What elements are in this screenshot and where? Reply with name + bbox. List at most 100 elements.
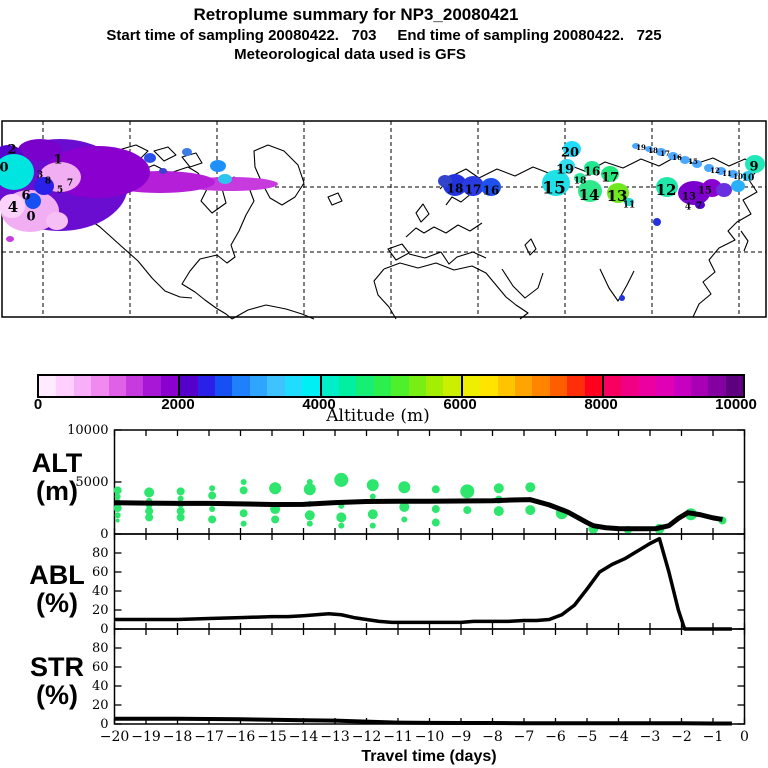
plume-blob <box>607 183 629 203</box>
panel-frame <box>113 533 746 630</box>
plume-blob <box>601 166 619 182</box>
plume-day-label: 4 <box>8 198 18 216</box>
coastline <box>181 152 203 168</box>
plume-blob <box>656 148 666 156</box>
plume-altitude-bubble <box>209 485 216 492</box>
plume-altitude-bubble <box>239 486 248 495</box>
plume-day-label: 17 <box>660 149 670 158</box>
plume-blob <box>6 236 14 242</box>
colorbar-cell <box>160 376 179 396</box>
y-tick-label: 20 <box>92 603 109 618</box>
plume-day-label: 15 <box>688 157 698 166</box>
plume-day-label: 13 <box>682 192 696 203</box>
plume-day-label: 8 <box>45 177 51 187</box>
plume-altitude-bubble <box>460 484 475 499</box>
colorbar-tick-label: 0 <box>34 396 42 413</box>
coastline <box>405 222 483 238</box>
plume-altitude-bubble <box>367 509 378 520</box>
plume-altitude-bubble <box>145 513 154 522</box>
x-tick-label: −11 <box>383 729 413 745</box>
colorbar-cell <box>391 376 409 396</box>
plume-altitude-bubble <box>115 518 120 523</box>
plume-blob <box>704 164 714 172</box>
x-tick-label: −18 <box>163 729 193 745</box>
x-tick-label: −1 <box>703 729 724 745</box>
plume-altitude-bubble <box>145 507 154 516</box>
plume-blob <box>25 193 41 209</box>
colorbar-cell <box>691 376 709 396</box>
colorbar-cell <box>480 376 498 396</box>
colorbar-cell <box>284 376 303 396</box>
plume-blob <box>645 146 653 152</box>
plume-blob <box>728 170 738 178</box>
colorbar-cell <box>356 376 374 396</box>
plume-altitude-bubble <box>431 518 440 527</box>
plume-day-label: 10 <box>733 172 743 181</box>
plume-day-label: 19 <box>636 143 646 152</box>
plume-blob <box>668 152 678 160</box>
colorbar-cell <box>514 376 533 396</box>
plume-altitude-bubble <box>369 493 376 500</box>
panel-str: 0 20 40 60 80 <box>92 628 746 732</box>
coastline <box>408 251 487 265</box>
colorbar-cell <box>56 376 74 396</box>
colorbar-cell <box>302 376 320 396</box>
plume-altitude-bubble <box>431 485 440 494</box>
altitude-colorbar <box>37 374 745 398</box>
y-tick-label: 0 <box>100 717 108 732</box>
colorbar-cell <box>621 376 639 396</box>
plume-day-label: 18 <box>447 182 464 196</box>
plume-altitude-bubble <box>208 515 217 524</box>
alt-mean-line <box>114 497 723 532</box>
colorbar-cell <box>373 376 392 396</box>
plume-blob <box>742 171 754 181</box>
colorbar-cell <box>338 376 357 396</box>
x-tick-label: −9 <box>451 729 472 745</box>
abl-panel-unit: (%) <box>36 588 78 618</box>
colorbar-cell <box>215 376 233 396</box>
plume-altitude-bubble <box>493 506 504 517</box>
str-panel-label: STR <box>30 652 84 682</box>
colorbar-cell <box>708 376 726 396</box>
plume-blob <box>678 181 710 205</box>
plume-day-label: 12 <box>656 181 677 199</box>
colorbar-title: Altitude (m) <box>325 406 430 426</box>
plume-altitude-bubble <box>177 495 184 502</box>
x-tick-label: −8 <box>482 729 503 745</box>
panel-abl: 0 20 40 60 80 <box>92 533 746 637</box>
plume-day-label: 17 <box>465 183 482 197</box>
coastline <box>153 146 177 162</box>
plume-blob <box>182 148 192 156</box>
alt-panel-unit: (m) <box>36 476 78 506</box>
coastline <box>501 268 544 299</box>
colorbar-cell <box>460 376 481 396</box>
colorbar-cell <box>443 376 461 396</box>
plume-day-label: 5 <box>57 186 63 196</box>
y-tick-label: 80 <box>92 546 109 561</box>
plume-altitude-bubble <box>463 506 472 515</box>
colorbar-cell <box>725 376 744 396</box>
abl-panel-label: ABL <box>29 560 85 590</box>
x-axis-title: Travel time (days) <box>361 748 496 765</box>
x-tick-label: −15 <box>257 729 287 745</box>
coastline <box>253 144 305 206</box>
plume-blob <box>210 160 226 172</box>
colorbar-tick-label: 6000 <box>443 396 476 413</box>
plume-day-label: 18 <box>574 177 587 187</box>
plume-altitude-bubble <box>144 487 155 498</box>
y-tick-label: 40 <box>92 584 109 599</box>
plume-blob <box>46 212 68 230</box>
plume-altitude-bubble <box>239 509 248 518</box>
plume-day-label: 16 <box>483 184 500 198</box>
x-tick-label: −13 <box>320 729 350 745</box>
plume-blob <box>624 198 634 206</box>
y-tick-label: 60 <box>92 565 109 580</box>
plume-blob <box>559 159 575 173</box>
plume-day-label: 14 <box>579 186 600 204</box>
colorbar-cell <box>584 376 602 396</box>
plume-day-label: 1 <box>53 153 62 168</box>
plume-day-label: 7 <box>67 179 73 189</box>
plume-altitude-bubble <box>431 505 440 514</box>
plume-altitude-bubble <box>525 505 536 516</box>
